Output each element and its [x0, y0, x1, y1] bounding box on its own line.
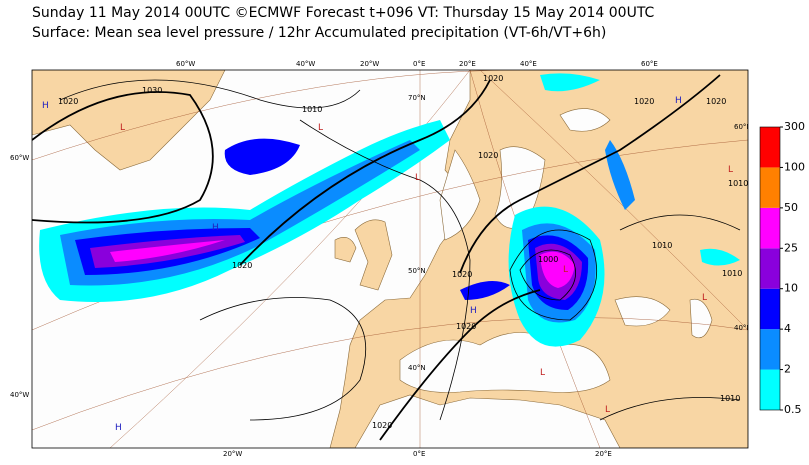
- colorbar-segment: [760, 369, 780, 410]
- pressure-center: H: [675, 96, 682, 106]
- map: 1020 1030 1010 1020 1020 1020 1020 1020 …: [32, 70, 752, 448]
- pressure-center: H: [212, 223, 219, 233]
- map-frame: [31, 69, 749, 449]
- isobar-label: 1020: [372, 421, 392, 430]
- title: Sunday 11 May 2014 00UTC ©ECMWF Forecast…: [32, 5, 655, 21]
- pressure-center: H: [115, 423, 122, 433]
- isobar-label: 1030: [142, 86, 162, 95]
- isobar-label: 1000: [538, 255, 558, 264]
- isobar-label: 1020: [634, 97, 654, 106]
- graticule-label: 40°N: [734, 324, 752, 332]
- colorbar-label: 0.5: [784, 403, 802, 416]
- isobar-label: 1020: [58, 97, 78, 106]
- isobar-label: 1020: [478, 151, 498, 160]
- colorbar-segment: [760, 329, 780, 370]
- graticule-label: 20°W: [360, 60, 379, 68]
- pressure-center: L: [563, 265, 568, 275]
- colorbar-segment: [760, 207, 780, 249]
- graticule-label: 0°E: [413, 450, 425, 458]
- pressure-center: L: [318, 123, 323, 133]
- graticule-label: 40°N: [408, 364, 426, 372]
- colorbar-segment: [760, 288, 780, 330]
- colorbar-label: 100: [784, 160, 805, 173]
- isobar-label: 1010: [722, 269, 742, 278]
- colorbar-frame: [759, 126, 781, 411]
- graticule: [32, 70, 748, 448]
- graticule-label: 60°N: [734, 123, 752, 131]
- pressure-center: L: [540, 368, 545, 378]
- subtitle: Surface: Mean sea level pressure / 12hr …: [32, 25, 606, 41]
- graticule-label: 60°W: [10, 154, 29, 162]
- graticule-label: 20°E: [595, 450, 612, 458]
- colorbar-label: 25: [784, 241, 798, 254]
- isobar-label: 1020: [452, 270, 472, 279]
- colorbar-segment: [760, 127, 780, 168]
- isobar-label: 1010: [728, 179, 748, 188]
- isobar-label: 1020: [483, 74, 503, 83]
- isobar-label: 1020: [706, 97, 726, 106]
- pressure-center: L: [120, 123, 125, 133]
- graticule-label: 50°N: [408, 267, 426, 275]
- precipitation: [39, 73, 740, 347]
- graticule-label: 40°W: [296, 60, 315, 68]
- colorbar-segment: [760, 248, 780, 289]
- pressure-center: L: [728, 165, 733, 175]
- graticule-label: 0°E: [413, 60, 425, 68]
- graticule-label: 70°N: [408, 94, 426, 102]
- colorbar: 0.5 2 4 10 25 50 100 300: [759, 120, 805, 416]
- pressure-center: L: [702, 293, 707, 303]
- colorbar-label: 4: [784, 322, 791, 335]
- isobar-label: 1010: [302, 105, 322, 114]
- isobar-label: 1020: [232, 261, 252, 270]
- graticule-label: 60°W: [176, 60, 195, 68]
- graticule-label: 20°E: [459, 60, 476, 68]
- colorbar-label: 50: [784, 201, 798, 214]
- graticule-label: 60°E: [641, 60, 658, 68]
- graticule-label: 40°W: [10, 391, 29, 399]
- colorbar-label: 300: [784, 120, 805, 133]
- isobars: [32, 74, 741, 441]
- colorbar-segment: [760, 167, 780, 208]
- pressure-center: H: [42, 101, 49, 111]
- pressure-center: L: [415, 173, 420, 183]
- isobar-label: 1010: [652, 241, 672, 250]
- graticule-label: 40°E: [520, 60, 537, 68]
- pressure-center: H: [470, 306, 477, 316]
- isobar-label: 1010: [720, 394, 740, 403]
- isobar-label: 1020: [456, 322, 476, 331]
- colorbar-label: 2: [784, 363, 791, 376]
- colorbar-label: 10: [784, 282, 798, 295]
- pressure-center: L: [605, 405, 610, 415]
- graticule-label: 20°W: [223, 450, 242, 458]
